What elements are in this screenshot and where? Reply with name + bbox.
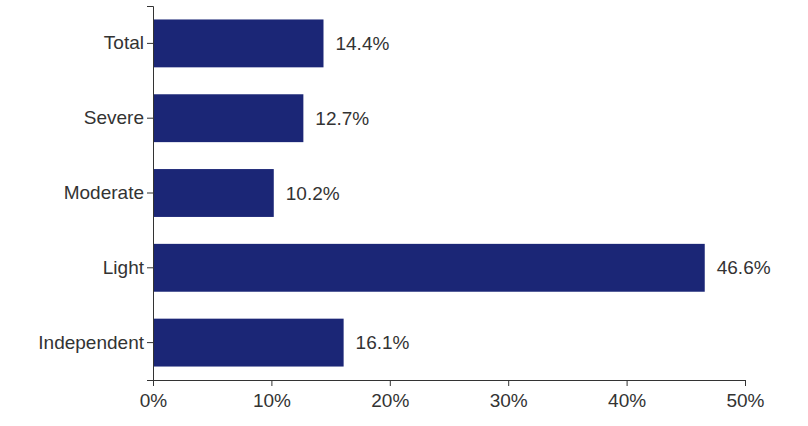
x-tick: 40% [608, 380, 646, 411]
bar [153, 319, 344, 367]
x-tick-label: 10% [253, 390, 291, 411]
y-tick-label: Light [103, 257, 145, 278]
x-tick-mark [745, 380, 746, 386]
x-tick-label: 40% [608, 390, 646, 411]
data-label: 46.6% [717, 257, 771, 278]
data-label: 10.2% [286, 183, 340, 204]
x-axis: 0% 10% 20% 30% 40% 50% [140, 380, 765, 411]
y-tick-label: Severe [84, 107, 144, 128]
bar [153, 94, 303, 142]
chart: 0% 10% 20% 30% 40% 50% Total Severe Moderate Ligh… [0, 0, 808, 426]
x-tick: 50% [726, 380, 764, 411]
y-tick-label: Independent [38, 332, 144, 353]
data-labels: 14.4% 12.7% 10.2% 46.6% 16.1% [286, 33, 771, 353]
y-tick-mark [147, 43, 153, 44]
x-tick-mark [508, 380, 509, 386]
bar [153, 244, 705, 292]
x-tick-mark [627, 380, 628, 386]
y-tick: Total [104, 32, 153, 53]
x-tick-label: 30% [490, 390, 528, 411]
x-tick-label: 50% [726, 390, 764, 411]
x-tick-label: 0% [140, 390, 168, 411]
x-tick-mark [390, 380, 391, 386]
plot: 0% 10% 20% 30% 40% 50% Total Severe Moderate Ligh… [38, 7, 770, 412]
bar [153, 169, 274, 217]
y-axis-line [147, 7, 154, 381]
y-tick-label: Moderate [64, 182, 144, 203]
y-tick-mark [147, 267, 153, 268]
data-label: 14.4% [335, 33, 389, 54]
x-tick: 30% [490, 380, 528, 411]
y-tick: Severe [84, 107, 153, 128]
x-tick: 0% [140, 380, 168, 411]
y-tick-mark [147, 193, 153, 194]
bar [153, 19, 323, 67]
x-axis-line [154, 381, 746, 387]
y-tick-mark [147, 342, 153, 343]
x-tick-label: 20% [371, 390, 409, 411]
y-tick: Light [103, 257, 153, 278]
y-axis: Total Severe Moderate Light Independent [38, 7, 153, 381]
y-tick-mark [147, 118, 153, 119]
x-tick-mark [271, 380, 272, 386]
y-tick: Moderate [64, 182, 153, 203]
data-label: 16.1% [356, 332, 410, 353]
y-tick: Independent [38, 332, 153, 353]
x-tick: 10% [253, 380, 291, 411]
data-label: 12.7% [315, 108, 369, 129]
bars [153, 19, 705, 366]
x-tick: 20% [371, 380, 409, 411]
y-tick-label: Total [104, 32, 144, 53]
